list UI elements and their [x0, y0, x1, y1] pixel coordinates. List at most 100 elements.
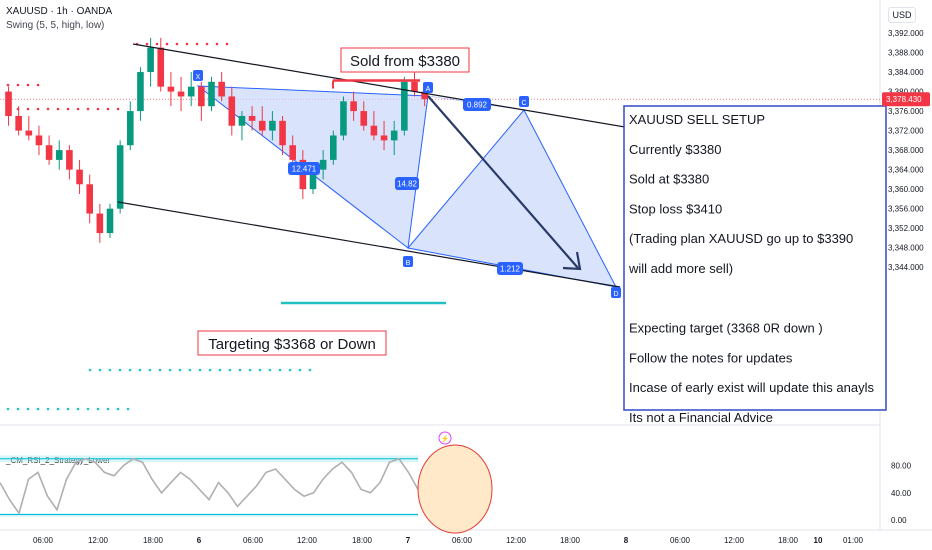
candle-body	[360, 111, 368, 126]
candle-body	[198, 86, 205, 107]
candle-body	[116, 145, 124, 209]
time-label: 6	[197, 536, 202, 545]
trend-lines	[117, 43, 691, 305]
swing-low-dots	[178, 368, 182, 372]
arrow-head	[562, 251, 582, 271]
price-tick: 3,388.000	[888, 49, 924, 58]
swing-low-dots	[188, 368, 192, 372]
setup-box-line: Stop loss $3410	[629, 201, 722, 216]
swing-low-dots	[248, 368, 252, 372]
price-tick: 3,372.000	[888, 127, 924, 136]
candle-body	[55, 150, 63, 160]
candle-body	[15, 115, 22, 131]
setup-box-line: (Trading plan XAUUSD go up to $3390	[629, 231, 853, 246]
swing-high-dots	[215, 42, 219, 46]
symbol-title: XAUUSD · 1h · OANDA	[6, 6, 113, 17]
swing-high-dots	[16, 83, 20, 87]
swing-low-dots	[66, 407, 70, 411]
candle-body	[390, 130, 398, 141]
swing-low-dots	[88, 368, 92, 372]
chart-labels: X A B C D 0.892 12.471 14.82 1.212 Sold from $338…	[193, 47, 887, 425]
time-label: 18:00	[352, 536, 373, 545]
swing-low-dots	[258, 368, 262, 372]
time-label: 12:00	[297, 536, 318, 545]
swing-low-dots	[36, 407, 40, 411]
swing-high-dots	[26, 107, 30, 111]
channel-upper	[132, 43, 691, 139]
swing-low-dots	[198, 368, 202, 372]
candle-body	[269, 120, 276, 131]
candle-body	[258, 120, 266, 131]
currency-button[interactable]: USD	[888, 7, 916, 23]
price-tick: 3,384.000	[888, 68, 924, 77]
swing-high-dots	[66, 107, 70, 111]
price-tick: 3,368.000	[888, 146, 924, 155]
current-price-label: 3,378.430	[886, 95, 922, 104]
candle-body	[45, 145, 53, 160]
candle-body	[127, 111, 134, 146]
swing-low-dots	[158, 368, 162, 372]
sold-annotation-box	[340, 47, 470, 73]
ratio-label: 1.212	[500, 265, 521, 274]
setup-box-line: Follow the notes for updates	[629, 350, 793, 365]
setup-box-line: Sold at $3380	[629, 172, 709, 187]
swing-high-dots	[86, 107, 90, 111]
candle-body	[5, 91, 12, 116]
candle-body	[380, 135, 388, 141]
swing-high-dots	[165, 42, 169, 46]
lightning-glyph: ⚡	[441, 434, 450, 443]
target-annotation-box	[197, 330, 387, 356]
candle-body	[86, 184, 93, 214]
time-label: 06:00	[452, 536, 473, 545]
candles	[5, 37, 428, 243]
candle-body	[147, 47, 154, 73]
pattern-point-badge	[403, 256, 413, 267]
swing-low-dots	[218, 368, 222, 372]
swing-high-dots	[76, 107, 80, 111]
swing-low-dots	[298, 368, 302, 372]
time-axis[interactable]: 06:00 12:00 18:00 6 06:00 12:00 18:00 7 06:00 12:…	[33, 536, 864, 545]
candle-body	[66, 150, 73, 170]
time-label: 8	[624, 536, 629, 545]
price-tick: 3,352.000	[888, 224, 924, 233]
candle-body	[137, 72, 144, 112]
pattern-point-badge	[611, 287, 621, 298]
ratio-badge	[497, 262, 523, 275]
highlight-circle	[417, 444, 493, 534]
candle-body	[350, 101, 357, 112]
swing-low-dots	[86, 407, 90, 411]
indicator-title: Swing (5, 5, high, low)	[6, 20, 105, 31]
setup-box-line: will add more sell)	[628, 261, 733, 276]
ratio-label: 14.82	[397, 180, 418, 189]
swing-low-dots	[138, 368, 142, 372]
swing-high-dots	[46, 107, 50, 111]
price-axis[interactable]: 3,392.0003,388.0003,384.0003,380.0003,37…	[882, 29, 930, 272]
lightning-icon	[438, 431, 452, 445]
time-label: 18:00	[143, 536, 164, 545]
swing-low-dots	[268, 368, 272, 372]
ratio-label: 12.471	[292, 165, 317, 174]
swing-low-dots	[126, 407, 130, 411]
time-label: 06:00	[33, 536, 54, 545]
swing-low-dots	[26, 407, 30, 411]
candle-body	[289, 145, 296, 160]
osc-tick: 40.00	[891, 489, 912, 498]
pattern-point-label: A	[426, 86, 431, 93]
setup-box	[623, 105, 887, 411]
current-price-tag	[882, 92, 930, 107]
swing-high-dots	[106, 107, 110, 111]
swing-high-dots	[155, 42, 159, 46]
pattern-point-label: X	[196, 74, 201, 81]
swing-low-dots	[98, 368, 102, 372]
swing-low-dots	[16, 407, 20, 411]
setup-box-line: Incase of early exist will update this a…	[629, 380, 874, 395]
candle-body	[96, 213, 104, 234]
swing-low-dots	[148, 368, 152, 372]
pattern-point-label: B	[406, 260, 411, 267]
price-tick: 3,364.000	[888, 166, 924, 175]
ratio-badge	[288, 162, 320, 175]
time-label: 01:00	[843, 536, 864, 545]
time-label: 06:00	[670, 536, 691, 545]
candle-body	[421, 91, 428, 100]
